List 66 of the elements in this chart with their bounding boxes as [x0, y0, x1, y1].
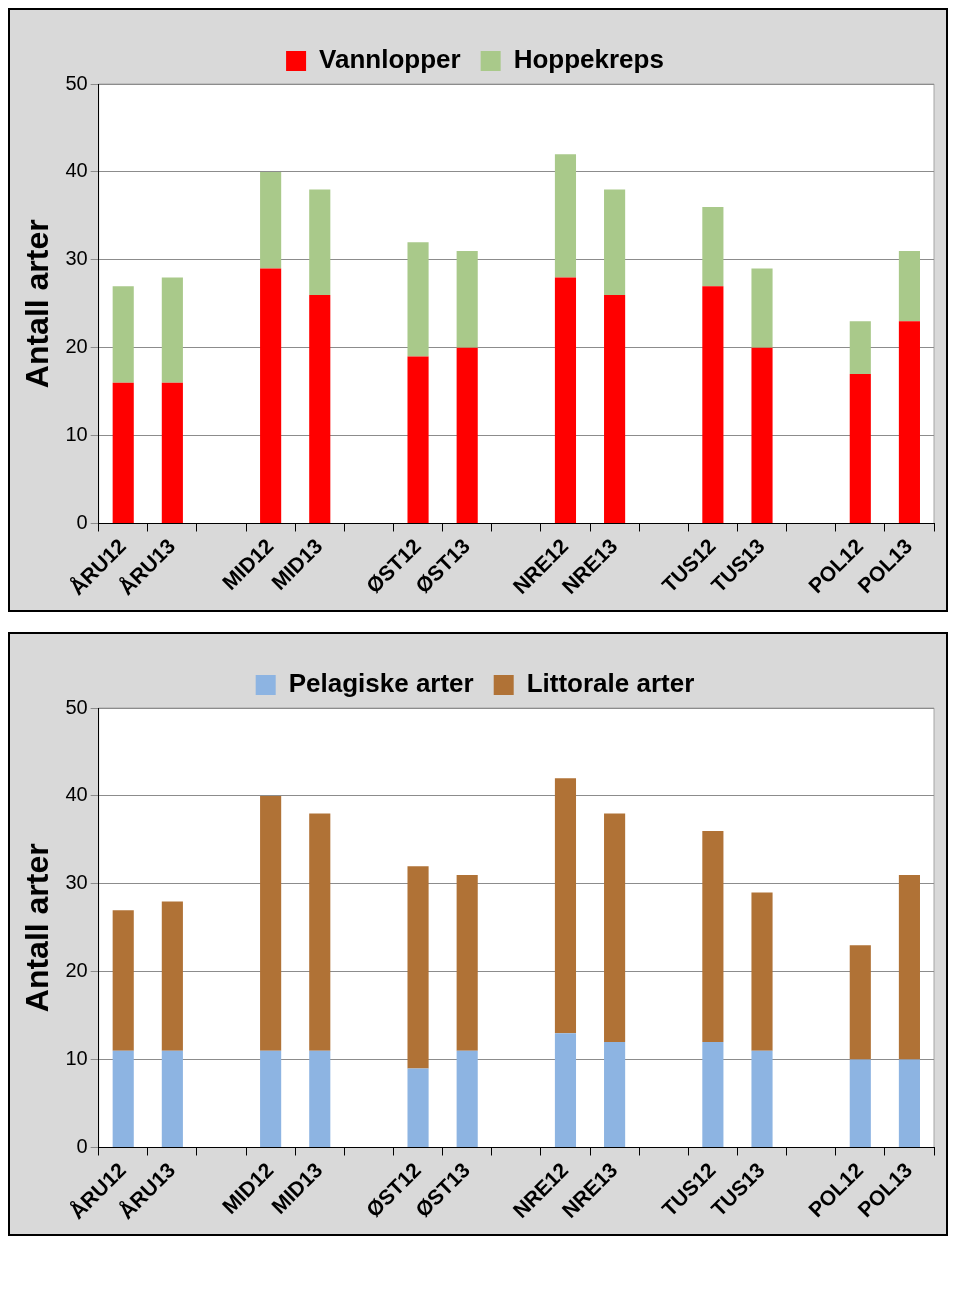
- legend-label: Littorale arter: [526, 668, 695, 699]
- bar: [260, 171, 282, 269]
- bar: [604, 189, 626, 295]
- bar: [702, 207, 724, 287]
- bar: [161, 901, 183, 1051]
- bar: [751, 892, 773, 1051]
- y-tick-label: 10: [65, 423, 88, 446]
- bar: [702, 831, 724, 1043]
- bar: [112, 1050, 134, 1147]
- bar: [112, 286, 134, 383]
- bar: [751, 347, 773, 523]
- y-axis-title: Antall arter: [19, 219, 56, 389]
- y-tick-label: 0: [76, 1135, 88, 1158]
- legend-label: Hoppekreps: [513, 44, 664, 75]
- legend-label: Vannlopper: [319, 44, 461, 75]
- legend-label: Pelagiske arter: [288, 668, 474, 699]
- y-tick-label: 20: [65, 335, 88, 358]
- bar: [751, 1050, 773, 1147]
- bar: [161, 277, 183, 383]
- bar: [849, 945, 871, 1060]
- bar: [161, 1050, 183, 1147]
- y-tick-label: 20: [65, 959, 88, 982]
- bar: [898, 251, 920, 322]
- bar: [554, 778, 577, 1034]
- bar: [456, 347, 478, 523]
- bar: [309, 1050, 331, 1147]
- bar: [309, 294, 331, 523]
- bar: [898, 875, 920, 1060]
- bar: [751, 268, 773, 348]
- bar: [604, 813, 626, 1043]
- bar: [407, 866, 429, 1069]
- bar: [604, 1042, 626, 1147]
- bar: [554, 154, 577, 278]
- y-axis-title: Antall arter: [19, 843, 56, 1013]
- bar: [849, 1059, 871, 1147]
- bar: [112, 910, 134, 1051]
- bar: [407, 1068, 429, 1147]
- y-tick-label: 40: [65, 159, 88, 182]
- bar: [554, 277, 577, 523]
- bar: [898, 1059, 920, 1147]
- bar: [849, 321, 871, 375]
- bar: [407, 242, 429, 357]
- bar: [260, 795, 282, 1051]
- bar: [112, 382, 134, 523]
- bar: [849, 374, 871, 523]
- bar: [702, 1042, 724, 1147]
- bar: [456, 1050, 478, 1147]
- y-tick-label: 10: [65, 1047, 88, 1070]
- bar: [456, 251, 478, 348]
- bar: [309, 189, 331, 295]
- bar: [260, 1050, 282, 1147]
- y-tick-label: 50: [65, 695, 88, 718]
- y-tick-label: 40: [65, 783, 88, 806]
- bar: [456, 875, 478, 1051]
- bar: [161, 382, 183, 523]
- y-tick-label: 30: [65, 247, 88, 270]
- bar: [604, 294, 626, 523]
- bar: [260, 268, 282, 523]
- bar: [898, 321, 920, 523]
- y-tick-label: 0: [76, 511, 88, 534]
- bar: [554, 1033, 577, 1147]
- y-tick-label: 30: [65, 871, 88, 894]
- bar: [702, 286, 724, 523]
- bar: [309, 813, 331, 1051]
- bar: [407, 356, 429, 523]
- y-tick-label: 50: [65, 71, 88, 94]
